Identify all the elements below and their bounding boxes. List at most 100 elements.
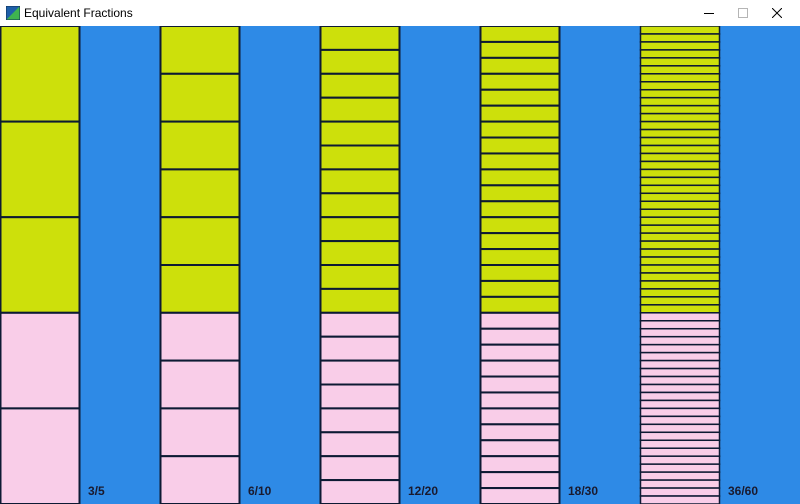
shaded-segment [479, 152, 561, 171]
unshaded-segment [639, 343, 721, 354]
shaded-segment [159, 120, 241, 171]
shaded-segment [639, 152, 721, 163]
unshaded-segment [159, 359, 241, 410]
shaded-segment [639, 304, 721, 314]
shaded-segment [479, 232, 561, 251]
unshaded-segment [639, 471, 721, 481]
unshaded-segment [319, 335, 401, 362]
app-icon [6, 6, 20, 20]
title-bar[interactable]: Equivalent Fractions [0, 0, 800, 26]
shaded-segment [639, 120, 721, 131]
unshaded-segment [479, 375, 561, 394]
shaded-segment [639, 26, 721, 35]
unshaded-segment [479, 439, 561, 458]
unshaded-segment [639, 495, 721, 504]
close-button[interactable] [754, 0, 800, 26]
unshaded-segment [639, 439, 721, 449]
shaded-segment [319, 240, 401, 267]
shaded-segment [639, 184, 721, 195]
unshaded-segment [319, 455, 401, 482]
shaded-segment [639, 280, 721, 290]
unshaded-segment [639, 375, 721, 386]
shaded-segment [319, 120, 401, 147]
shaded-segment [479, 72, 561, 91]
unshaded-segment [639, 415, 721, 426]
shaded-segment [479, 295, 561, 314]
shaded-segment [639, 41, 721, 51]
shaded-segment [479, 88, 561, 107]
unshaded-segment [639, 367, 721, 378]
unshaded-segment [159, 407, 241, 458]
fraction-bar-3-5 [0, 26, 81, 504]
fraction-label: 6/10 [248, 484, 272, 498]
unshaded-segment [639, 423, 721, 434]
fraction-bar-12-20 [319, 26, 401, 504]
shaded-segment [159, 26, 241, 75]
shaded-segment [159, 216, 241, 266]
fraction-bar-6-10 [159, 26, 241, 504]
unshaded-segment [479, 471, 561, 490]
unshaded-segment [639, 463, 721, 473]
unshaded-segment [0, 407, 81, 504]
shaded-segment [319, 192, 401, 219]
unshaded-segment [0, 311, 81, 410]
shaded-segment [479, 56, 561, 75]
unshaded-segment [479, 487, 561, 504]
unshaded-segment [319, 431, 401, 458]
minimize-icon [704, 13, 714, 14]
shaded-segment [0, 26, 81, 123]
window-title: Equivalent Fractions [24, 6, 133, 20]
fraction-label: 18/30 [568, 484, 599, 498]
fraction-label: 12/20 [408, 484, 439, 498]
shaded-segment [639, 224, 721, 234]
unshaded-segment [479, 391, 561, 410]
shaded-segment [639, 96, 721, 107]
shaded-segment [319, 144, 401, 171]
shaded-segment [639, 144, 721, 155]
shaded-segment [639, 104, 721, 115]
shaded-segment [639, 65, 721, 75]
shaded-segment [639, 216, 721, 226]
shaded-segment [319, 48, 401, 75]
shaded-segment [639, 192, 721, 203]
unshaded-segment [479, 359, 561, 378]
fraction-bar-18-30 [479, 26, 561, 504]
maximize-icon [738, 8, 748, 18]
shaded-segment [319, 96, 401, 123]
shaded-segment [479, 136, 561, 155]
shaded-segment [639, 33, 721, 43]
shaded-segment [159, 72, 241, 123]
shaded-segment [479, 264, 561, 282]
shaded-segment [639, 112, 721, 123]
fraction-label: 36/60 [728, 484, 759, 498]
shaded-segment [479, 40, 561, 59]
shaded-segment [319, 72, 401, 99]
unshaded-segment [319, 311, 401, 338]
shaded-segment [639, 240, 721, 250]
shaded-segment [319, 26, 401, 51]
shaded-segment [479, 216, 561, 235]
maximize-button[interactable] [720, 0, 766, 26]
unshaded-segment [639, 455, 721, 465]
minimize-button[interactable] [686, 0, 732, 26]
shaded-segment [639, 176, 721, 187]
shaded-segment [639, 200, 721, 210]
unshaded-segment [639, 383, 721, 394]
unshaded-segment [639, 359, 721, 370]
shaded-segment [639, 73, 721, 83]
unshaded-segment [639, 407, 721, 418]
shaded-segment [639, 288, 721, 298]
shaded-segment [479, 279, 561, 298]
shaded-segment [639, 232, 721, 242]
shaded-segment [639, 296, 721, 306]
shaded-segment [639, 168, 721, 179]
unshaded-segment [319, 383, 401, 410]
shaded-segment [639, 88, 721, 99]
shaded-segment [639, 272, 721, 282]
shaded-segment [639, 264, 721, 274]
unshaded-segment [479, 407, 561, 426]
fraction-label: 3/5 [88, 484, 105, 498]
shaded-segment [479, 26, 561, 43]
fraction-bars [0, 26, 800, 504]
